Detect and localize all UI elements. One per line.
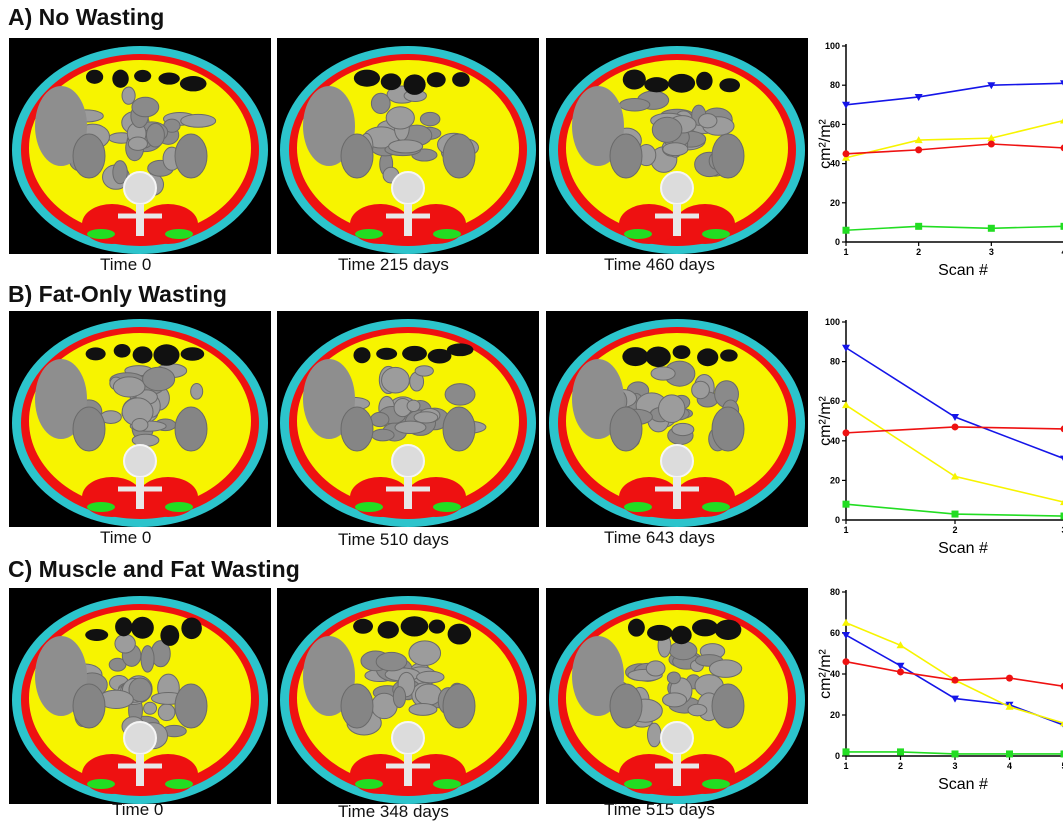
scan-caption-c-1: Time 0 (112, 800, 163, 820)
data-point (915, 146, 922, 153)
x-tick-label: 1 (843, 761, 848, 771)
scan-caption-a-1: Time 0 (100, 255, 151, 275)
chart-c: 02040608012345Scan #cm²/m² (812, 578, 1063, 819)
y-axis-label: cm²/m² (817, 648, 834, 698)
data-point (1006, 750, 1013, 757)
x-tick-label: 3 (952, 761, 957, 771)
x-tick-label: 1 (843, 247, 848, 257)
scan-caption-c-2: Time 348 days (338, 802, 449, 822)
x-axis-label: Scan # (938, 262, 988, 279)
data-point (952, 511, 959, 518)
data-point (988, 141, 995, 148)
ct-scan-c-3 (546, 588, 808, 804)
data-point (1006, 675, 1013, 682)
data-series (842, 619, 1063, 726)
data-point (842, 345, 850, 352)
data-point (842, 632, 850, 639)
scan-caption-b-2: Time 510 days (338, 530, 449, 550)
ct-scan-c-2 (277, 588, 539, 804)
scan-caption-b-1: Time 0 (100, 528, 151, 548)
series-line (846, 144, 1063, 154)
ct-scan-a-3 (546, 38, 808, 254)
chart-axes (842, 590, 1063, 760)
data-point (915, 223, 922, 230)
ct-scan-c-1 (9, 588, 271, 804)
series-line (846, 226, 1063, 230)
scan-caption-b-3: Time 643 days (604, 528, 715, 548)
y-tick-label: 80 (830, 587, 840, 597)
ct-scan-b-3 (546, 311, 808, 527)
ct-scan-b-1 (9, 311, 271, 527)
data-point (842, 401, 850, 408)
data-point (843, 429, 850, 436)
data-series (843, 141, 1063, 158)
x-tick-label: 2 (952, 525, 957, 535)
y-tick-label: 0 (835, 237, 840, 247)
data-series (843, 501, 1063, 520)
y-tick-label: 100 (825, 317, 840, 327)
y-tick-label: 60 (830, 628, 840, 638)
x-axis-label: Scan # (938, 776, 988, 793)
panel-b-title: B) Fat-Only Wasting (8, 281, 227, 308)
panel-c-title: C) Muscle and Fat Wasting (8, 556, 300, 583)
data-series (842, 80, 1063, 109)
data-point (951, 472, 959, 479)
x-tick-label: 2 (898, 761, 903, 771)
scan-caption-a-3: Time 460 days (604, 255, 715, 275)
chart-axes (842, 44, 1063, 246)
data-point (843, 227, 850, 234)
data-point (843, 501, 850, 508)
series-line (846, 348, 1063, 459)
ct-scan-b-2 (277, 311, 539, 527)
ct-scan-a-2 (277, 38, 539, 254)
x-tick-label: 2 (916, 247, 921, 257)
data-series (842, 116, 1063, 160)
data-point (952, 423, 959, 430)
panel-a-title: A) No Wasting (8, 4, 164, 31)
y-axis-label: cm²/m² (817, 395, 834, 445)
y-tick-label: 0 (835, 515, 840, 525)
y-tick-label: 100 (825, 41, 840, 51)
data-point (897, 668, 904, 675)
scan-caption-a-2: Time 215 days (338, 255, 449, 275)
x-tick-label: 1 (843, 525, 848, 535)
data-series (843, 223, 1063, 234)
data-series (842, 401, 1063, 505)
series-line (846, 623, 1063, 723)
data-point (952, 677, 959, 684)
data-point (897, 748, 904, 755)
data-point (842, 619, 850, 626)
data-series (843, 658, 1063, 690)
data-point (988, 225, 995, 232)
y-tick-label: 20 (830, 475, 840, 485)
y-tick-label: 80 (830, 80, 840, 90)
x-axis-label: Scan # (938, 540, 988, 557)
x-tick-label: 4 (1007, 761, 1012, 771)
y-tick-label: 20 (830, 198, 840, 208)
data-point (843, 748, 850, 755)
data-point (843, 150, 850, 157)
data-series (842, 345, 1063, 463)
data-point (952, 750, 959, 757)
y-axis-label: cm²/m² (817, 118, 834, 168)
x-tick-label: 3 (989, 247, 994, 257)
scan-caption-c-3: Time 515 days (604, 800, 715, 820)
ct-scan-a-1 (9, 38, 271, 254)
data-point (843, 658, 850, 665)
y-tick-label: 0 (835, 751, 840, 761)
y-tick-label: 80 (830, 357, 840, 367)
y-tick-label: 20 (830, 710, 840, 720)
series-line (846, 83, 1063, 105)
chart-a: 0204060801001234Scan #cm²/m² (812, 36, 1063, 292)
